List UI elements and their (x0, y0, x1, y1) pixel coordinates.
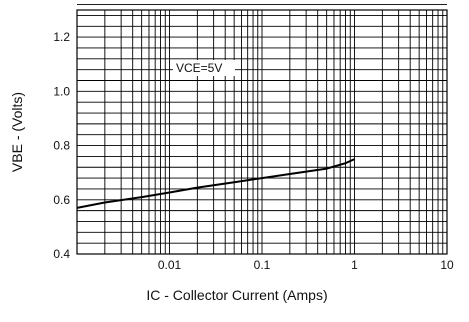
x-tick-label: 0.1 (254, 258, 271, 272)
y-axis-label: VBE - (Volts) (9, 92, 25, 172)
y-tick-label: 1.2 (53, 30, 70, 44)
x-tick-label: 0.01 (158, 258, 182, 272)
tick-labels: 0.4 0.6 0.8 1.0 1.2 0.01 0.1 1 10 (53, 30, 454, 272)
curve-group (76, 158, 355, 209)
plot-frame (76, 9, 448, 255)
vbe-curve (76, 158, 355, 209)
y-tick-label: 0.6 (53, 193, 70, 207)
annotation-background (173, 60, 235, 76)
grid (76, 4, 447, 255)
y-tick-label: 1.0 (53, 84, 70, 98)
x-tick-label: 1 (351, 258, 358, 272)
vce-annotation: VCE=5V (176, 61, 222, 75)
y-tick-label: 0.8 (53, 139, 70, 153)
x-axis-label: IC - Collector Current (Amps) (146, 287, 327, 303)
y-tick-label: 0.4 (53, 247, 70, 261)
x-tick-label: 10 (440, 258, 454, 272)
